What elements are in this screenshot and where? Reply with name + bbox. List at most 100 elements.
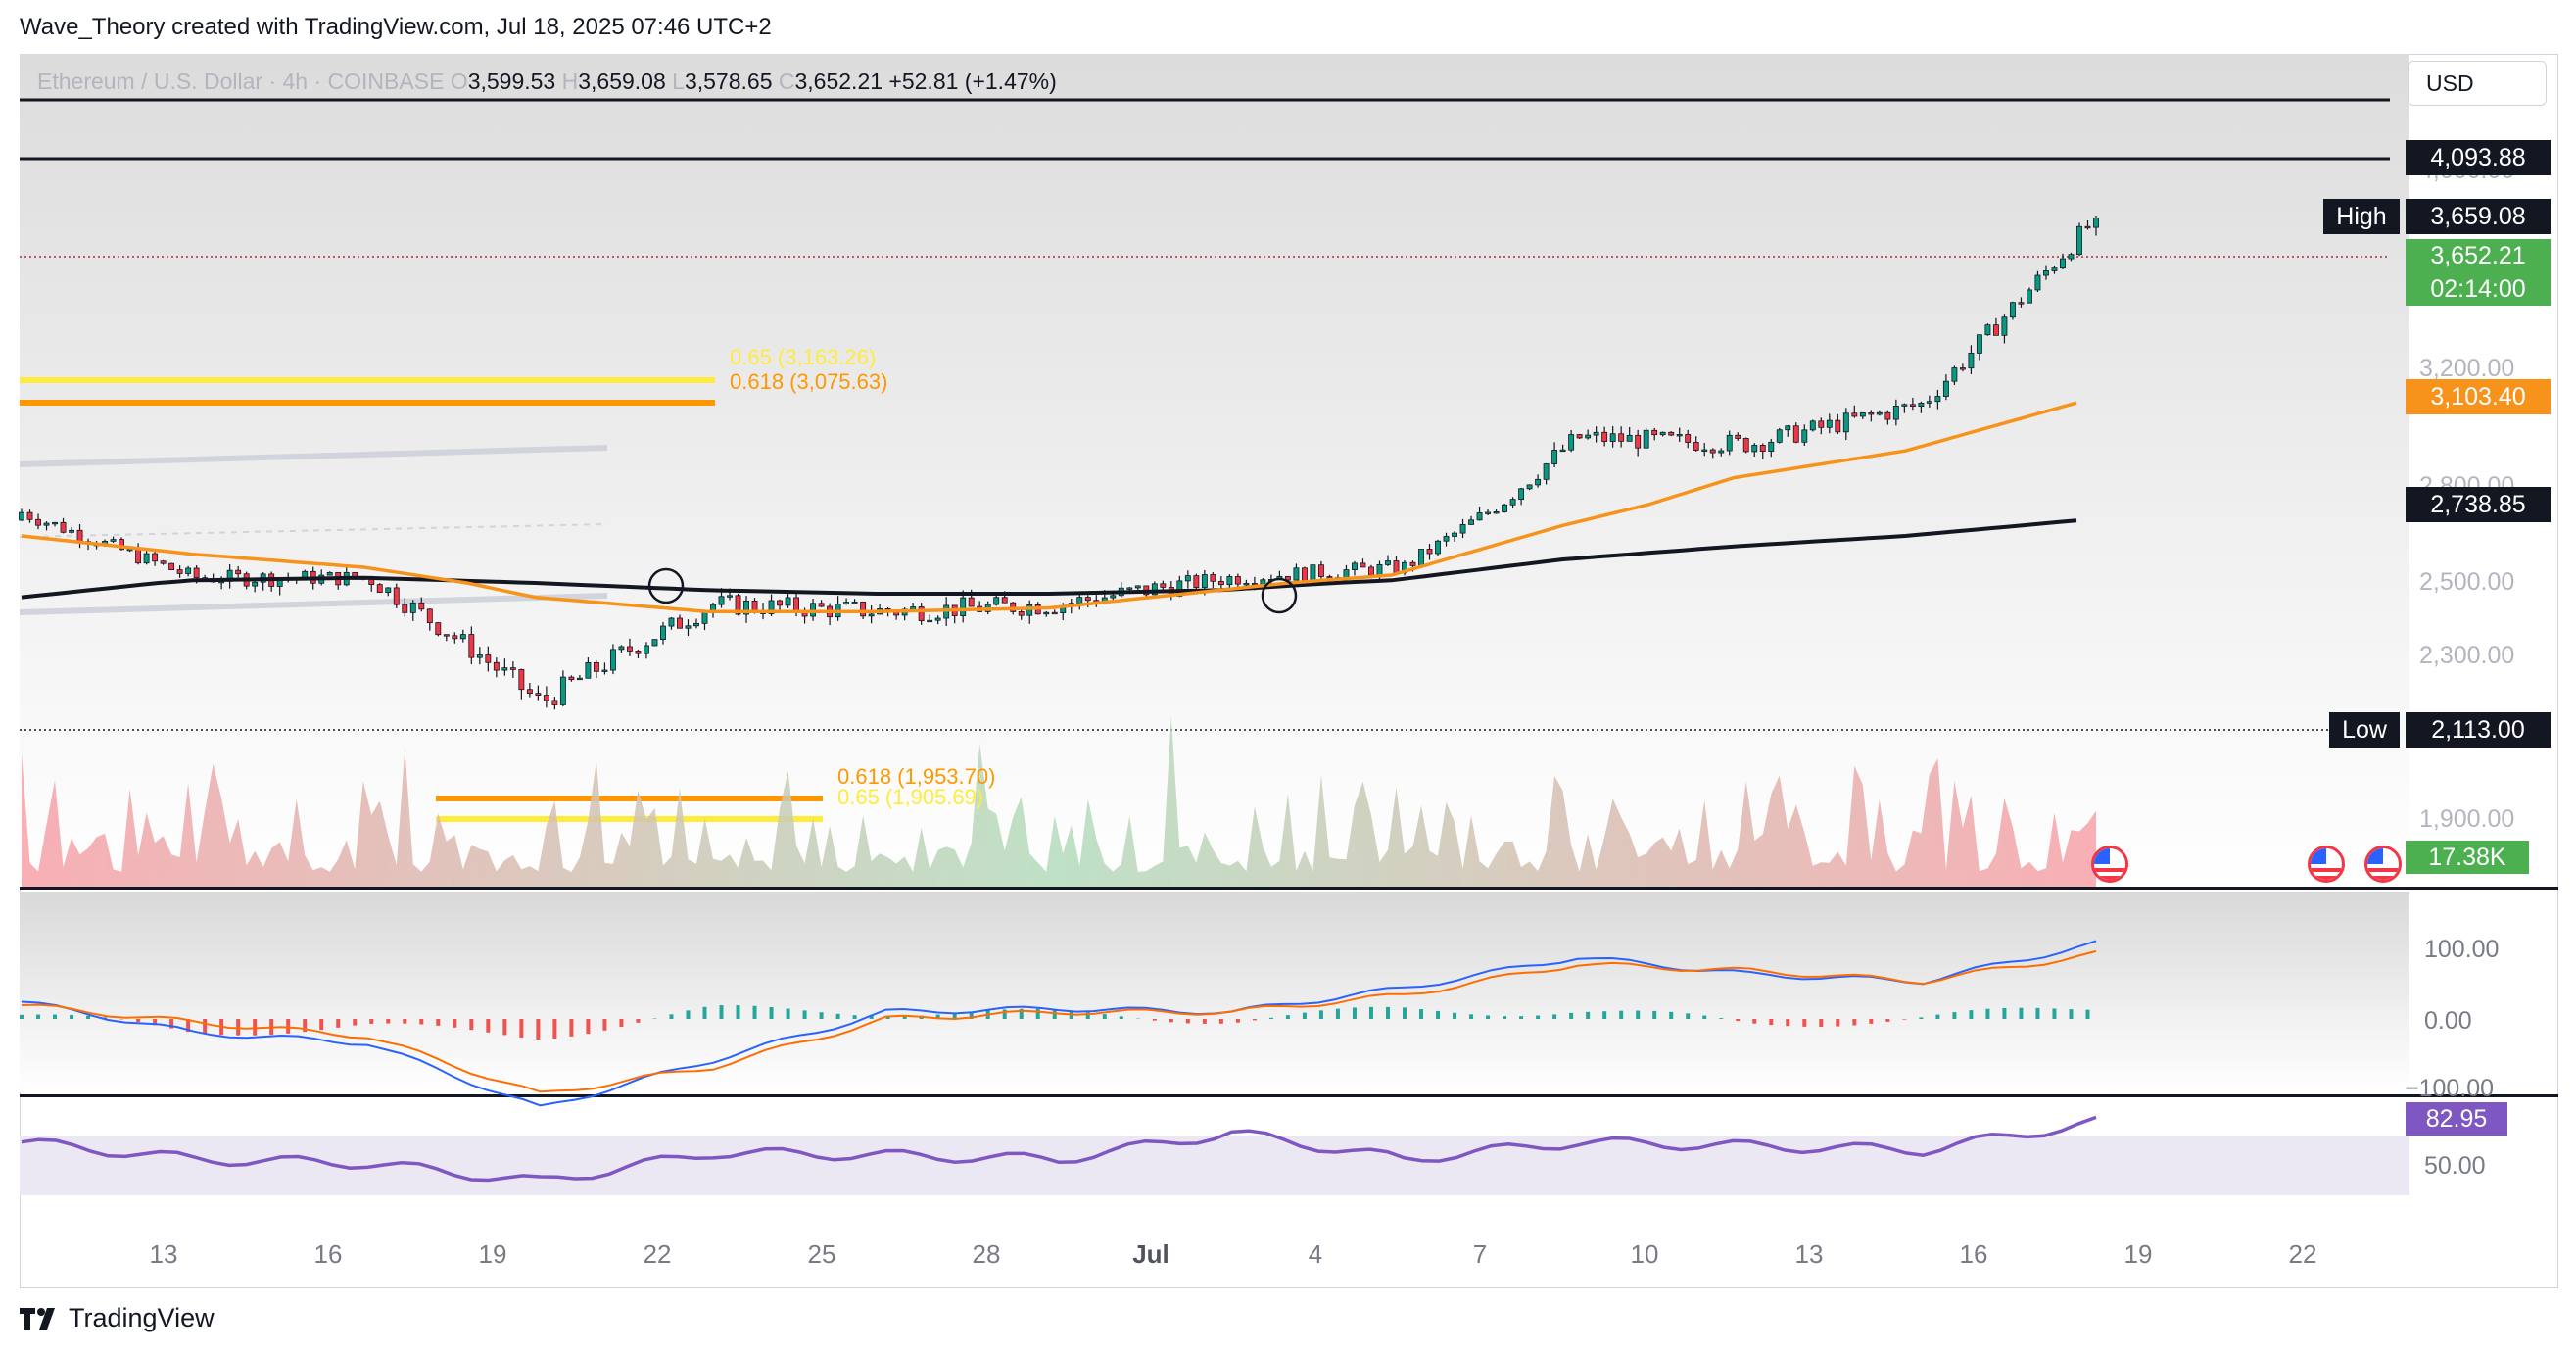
candle (1301, 567, 1308, 582)
macd-histogram-bar (1486, 1015, 1491, 1019)
candle (1076, 597, 1083, 604)
price-tick: 2,300.00 (2419, 642, 2515, 669)
macd-histogram-bar (436, 1019, 441, 1026)
candle (1959, 367, 1966, 370)
candle (1293, 567, 1300, 581)
macd-histogram-bar (36, 1014, 41, 1019)
macd-histogram-bar (852, 1015, 857, 1019)
candle (1609, 433, 1616, 442)
candle (618, 646, 625, 651)
macd-histogram-bar (53, 1014, 58, 1019)
macd-histogram-bar (253, 1019, 258, 1036)
macd-histogram-bar (1819, 1019, 1824, 1028)
macd-histogram-bar (702, 1006, 707, 1019)
macd-histogram-bar (403, 1019, 407, 1024)
us-flag-icon[interactable] (2308, 846, 2345, 883)
candle (1210, 574, 1216, 582)
currency-button[interactable]: USD (2408, 61, 2547, 106)
candle (1234, 576, 1241, 585)
candle (1859, 411, 1866, 417)
candle (1476, 512, 1483, 521)
price-tick: 3,200.00 (2419, 355, 2515, 382)
price-tag-level-top: 4,093.88 (2406, 140, 2551, 175)
ema50-line (21, 401, 2077, 613)
candle (818, 603, 825, 607)
macd-histogram-bar (1619, 1010, 1624, 1019)
macd-histogram-bar (1252, 1019, 1257, 1021)
fib-label-lower-065: 0.65 (1,905.69) (837, 785, 984, 809)
macd-histogram-bar (536, 1019, 541, 1040)
close-value: 3,652.21 (794, 69, 883, 94)
rsi-value-tag: 82.95 (2406, 1102, 2507, 1136)
candle (1685, 434, 1692, 443)
candle (1651, 429, 1658, 436)
candle (1360, 562, 1366, 568)
candle (443, 634, 450, 637)
candle (1201, 574, 1208, 589)
candle (26, 511, 33, 520)
macd-histogram-bar (869, 1015, 874, 1019)
candle (501, 667, 508, 671)
candle (1317, 564, 1324, 577)
price-tick: 2,500.00 (2419, 568, 2515, 596)
macd-histogram-bar (636, 1019, 641, 1023)
macd-histogram-bar (1218, 1019, 1223, 1024)
macd-panel-shade (20, 892, 2409, 1092)
low-value: 3,578.65 (684, 69, 773, 94)
candle (1576, 434, 1583, 439)
macd-histogram-bar (1335, 1008, 1340, 1019)
candle (1443, 536, 1450, 542)
macd-histogram-bar (486, 1019, 491, 1033)
macd-histogram-bar (136, 1019, 141, 1023)
candle (1226, 576, 1233, 586)
candle (1809, 420, 1816, 431)
x-tick: 4 (1308, 1239, 1323, 1269)
macd-histogram-bar (1769, 1019, 1774, 1026)
macd-histogram-bar (1686, 1013, 1691, 1019)
us-flag-icon[interactable] (2091, 846, 2128, 883)
macd-histogram-bar (86, 1015, 91, 1019)
macd-histogram-bar (819, 1012, 824, 1019)
candle (509, 667, 516, 670)
macd-histogram-bar (1919, 1017, 1924, 1019)
macd-histogram-bar (835, 1013, 840, 1019)
candle (1735, 434, 1741, 439)
candle (1160, 583, 1167, 588)
macd-histogram-bar (969, 1011, 974, 1019)
macd-histogram-bar (1436, 1010, 1441, 1019)
cross-marker (647, 567, 685, 604)
macd-histogram-bar (1152, 1019, 1157, 1021)
candle (485, 654, 492, 663)
tradingview-logo[interactable]: TradingView (20, 1303, 215, 1333)
channel-line-upper (19, 445, 608, 467)
candle (777, 600, 783, 606)
candle (751, 601, 758, 611)
tradingview-logo-icon (20, 1307, 55, 1330)
macd-tick: −100.00 (2405, 1075, 2495, 1102)
macd-histogram-bar (752, 1005, 757, 1019)
candle (1409, 561, 1416, 566)
brand-name: TradingView (69, 1303, 215, 1332)
candle (52, 521, 58, 525)
macd-histogram-bar (353, 1019, 358, 1026)
x-tick: 19 (2123, 1239, 2153, 1269)
candle (609, 649, 616, 671)
candle (585, 661, 592, 679)
candle (1926, 401, 1932, 404)
candle (385, 587, 392, 594)
macd-histogram-bar (1185, 1019, 1190, 1024)
macd-histogram-bar (519, 1019, 524, 1038)
candle (910, 606, 917, 610)
x-tick: 16 (313, 1239, 343, 1269)
macd-histogram-bar (1969, 1010, 1974, 1019)
us-flag-icon[interactable] (2364, 846, 2402, 883)
macd-histogram-bar (319, 1019, 324, 1031)
candle (1243, 583, 1250, 586)
countdown-tag: 02:14:00 (2406, 272, 2551, 306)
candle (326, 571, 333, 576)
macd-histogram-bar (453, 1019, 457, 1028)
candle (785, 597, 791, 606)
candle (868, 613, 875, 617)
candle (2001, 316, 2008, 336)
